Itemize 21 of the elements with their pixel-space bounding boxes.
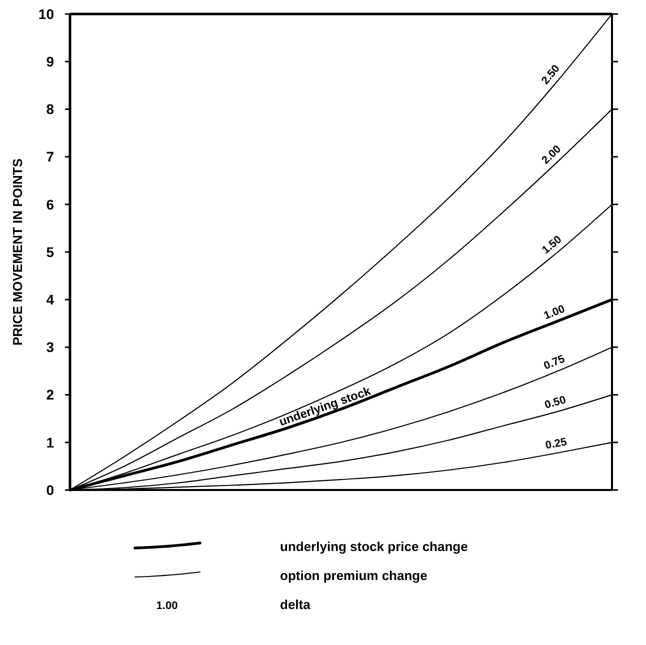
y-tick-label: 3 bbox=[46, 339, 54, 356]
y-tick-label: 2 bbox=[46, 386, 54, 403]
y-tick-label: 5 bbox=[46, 244, 54, 260]
text: 1.00 bbox=[542, 303, 567, 322]
y-tick-label: 7 bbox=[46, 148, 54, 165]
y-tick-label: 1 bbox=[46, 434, 54, 450]
y-tick-label: 8 bbox=[46, 101, 54, 118]
text: underlying stock price change bbox=[280, 539, 468, 554]
y-tick-label: 10 bbox=[38, 6, 54, 22]
text: 1.50 bbox=[540, 234, 564, 257]
text: delta bbox=[280, 597, 312, 612]
text: 0.25 bbox=[544, 436, 568, 452]
y-tick-label: 6 bbox=[46, 196, 54, 212]
text: 1.00 bbox=[156, 600, 178, 612]
text: 0.75 bbox=[542, 353, 567, 372]
text: 0.50 bbox=[543, 394, 568, 412]
y-axis-title: PRICE MOVEMENT IN POINTS bbox=[10, 158, 25, 346]
y-tick-label: 0 bbox=[46, 482, 54, 498]
y-tick-label: 4 bbox=[46, 292, 54, 308]
y-tick-label: 9 bbox=[46, 54, 54, 70]
text: option premium change bbox=[280, 568, 428, 583]
